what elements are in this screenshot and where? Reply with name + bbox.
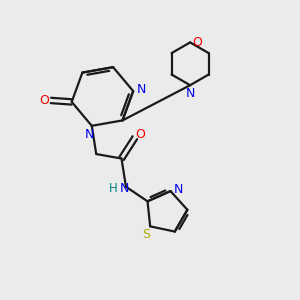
Text: S: S: [142, 228, 151, 241]
Text: N: N: [174, 183, 183, 196]
Text: O: O: [135, 128, 145, 141]
Text: O: O: [39, 94, 49, 107]
Text: O: O: [193, 36, 202, 49]
Text: N: N: [120, 182, 129, 195]
Text: N: N: [185, 87, 195, 100]
Text: N: N: [136, 83, 146, 96]
Text: N: N: [85, 128, 94, 141]
Text: H: H: [109, 182, 118, 195]
